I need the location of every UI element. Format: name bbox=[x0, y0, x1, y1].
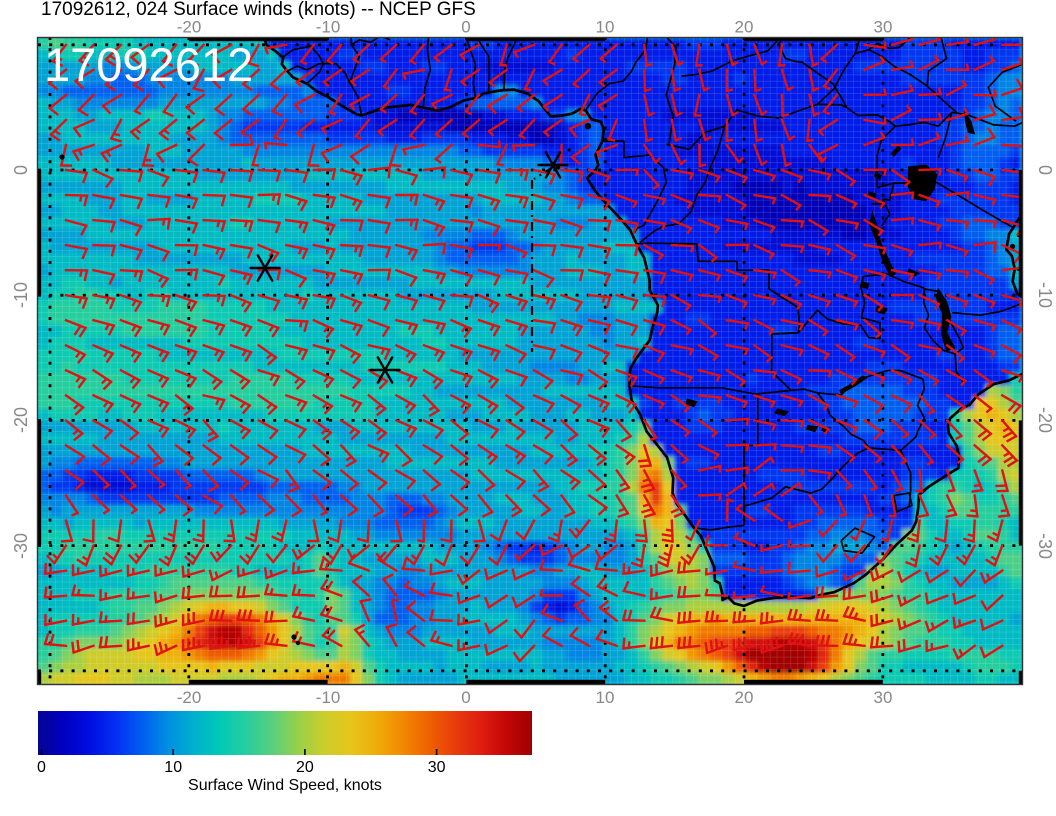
svg-text:Surface Wind Speed, knots: Surface Wind Speed, knots bbox=[188, 777, 382, 794]
svg-text:0: 0 bbox=[1035, 165, 1055, 175]
svg-text:10: 10 bbox=[596, 688, 615, 707]
svg-text:30: 30 bbox=[874, 18, 893, 37]
svg-text:-20: -20 bbox=[1035, 407, 1055, 433]
svg-text:0: 0 bbox=[461, 18, 470, 37]
svg-text:30: 30 bbox=[428, 759, 446, 776]
svg-text:-20: -20 bbox=[177, 18, 202, 37]
svg-text:10: 10 bbox=[596, 18, 615, 37]
svg-text:-10: -10 bbox=[316, 688, 341, 707]
svg-text:-10: -10 bbox=[1035, 282, 1055, 308]
svg-text:-10: -10 bbox=[316, 18, 341, 37]
svg-text:-30: -30 bbox=[1035, 533, 1055, 559]
svg-text:17092612, 024 Surface winds (k: 17092612, 024 Surface winds (knots) -- N… bbox=[41, 0, 476, 20]
svg-text:20: 20 bbox=[735, 688, 754, 707]
svg-text:-10: -10 bbox=[11, 282, 31, 308]
svg-text:-30: -30 bbox=[11, 533, 31, 559]
svg-text:10: 10 bbox=[164, 759, 182, 776]
svg-text:17092612: 17092612 bbox=[44, 38, 253, 91]
svg-text:30: 30 bbox=[874, 688, 893, 707]
svg-text:0: 0 bbox=[37, 759, 46, 776]
svg-text:20: 20 bbox=[296, 759, 314, 776]
svg-text:-20: -20 bbox=[177, 688, 202, 707]
svg-text:20: 20 bbox=[735, 18, 754, 37]
svg-text:-20: -20 bbox=[11, 407, 31, 433]
svg-text:0: 0 bbox=[461, 688, 470, 707]
svg-text:0: 0 bbox=[11, 165, 31, 175]
